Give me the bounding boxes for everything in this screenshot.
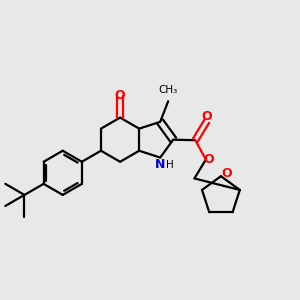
Text: H: H (166, 160, 173, 170)
Text: O: O (201, 110, 212, 122)
Text: O: O (115, 89, 125, 102)
Text: CH₃: CH₃ (159, 85, 178, 95)
Text: O: O (203, 153, 214, 166)
Text: O: O (221, 167, 232, 180)
Text: N: N (155, 158, 165, 171)
